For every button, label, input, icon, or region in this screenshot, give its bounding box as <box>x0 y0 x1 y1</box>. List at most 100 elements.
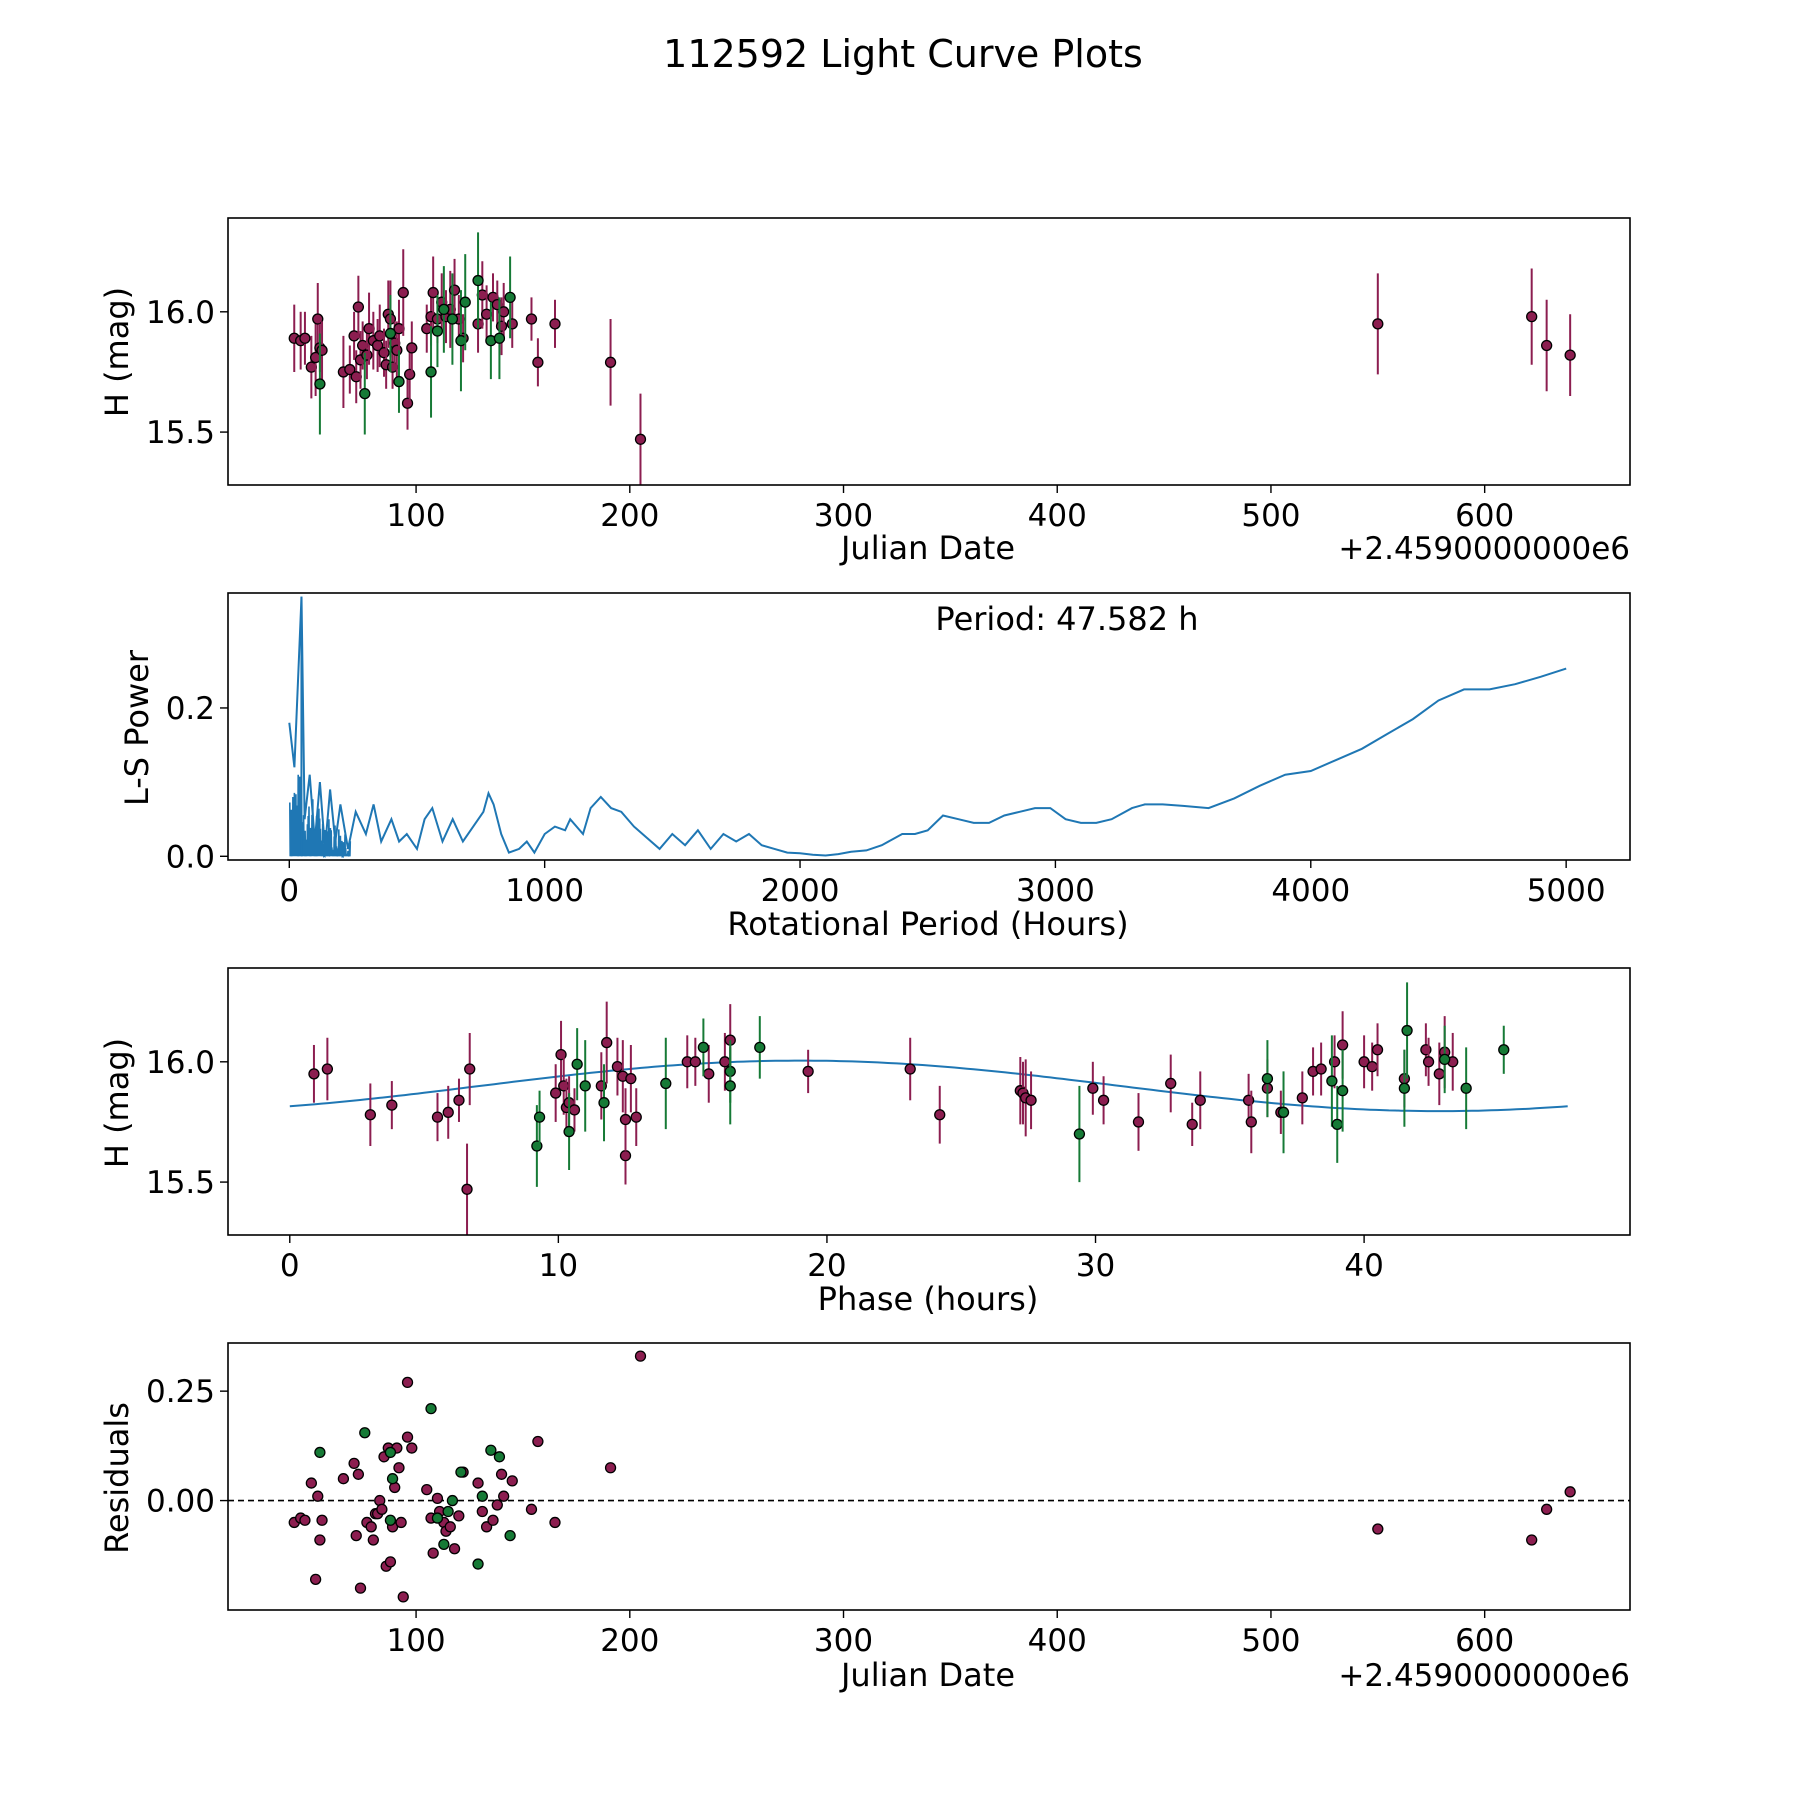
data-point <box>401 1431 414 1443</box>
data-point <box>459 296 471 308</box>
lightcurve-xlabel: Julian Date <box>839 529 1015 567</box>
residuals-panel: 100 200 300 400 500 600 0.00 0.25 Julian Date R… <box>98 1342 1631 1694</box>
x-tick-label: 20 <box>807 1248 846 1284</box>
data-point <box>361 349 373 361</box>
periodogram-dense-line <box>289 774 352 859</box>
data-point <box>1315 1063 1327 1075</box>
data-point <box>446 313 459 325</box>
data-point <box>438 1538 450 1550</box>
data-point <box>406 342 418 354</box>
data-point <box>491 1499 503 1511</box>
data-point <box>472 274 484 287</box>
data-point <box>461 1183 473 1195</box>
data-point <box>448 284 461 296</box>
x-tick-label: 400 <box>1028 498 1087 534</box>
data-point <box>376 1503 388 1515</box>
periodogram-marks <box>288 596 1567 859</box>
data-point <box>431 1111 444 1123</box>
data-point <box>421 1483 433 1496</box>
data-point <box>1526 310 1538 323</box>
data-point <box>1073 1128 1086 1140</box>
data-point <box>1526 1534 1538 1546</box>
data-point <box>904 1063 916 1075</box>
data-point <box>703 1068 715 1080</box>
data-point <box>1540 1503 1553 1515</box>
periodogram-xlabel: Rotational Period (Hours) <box>727 905 1128 943</box>
data-point <box>619 1149 632 1162</box>
data-point <box>453 1094 465 1106</box>
data-point <box>1439 1053 1451 1066</box>
data-point <box>384 1514 397 1526</box>
data-point <box>549 1516 561 1529</box>
x-tick-label: 5000 <box>1527 873 1606 909</box>
data-point <box>395 1516 407 1529</box>
data-point <box>498 1490 510 1502</box>
data-point <box>350 1529 362 1542</box>
data-point <box>487 1514 499 1526</box>
data-point <box>634 1350 647 1362</box>
x-tick-label: 0 <box>280 1248 300 1284</box>
data-point <box>619 1113 632 1126</box>
data-point <box>314 1534 326 1546</box>
data-point <box>1401 1024 1413 1037</box>
data-point <box>359 387 371 400</box>
data-point <box>1245 1116 1257 1128</box>
data-point <box>1194 1094 1206 1106</box>
phased-marks <box>289 982 1568 1235</box>
data-point <box>802 1065 814 1078</box>
phased-ylabel: H (mag) <box>98 1038 136 1168</box>
data-point <box>550 1087 562 1099</box>
data-point <box>1097 1094 1110 1106</box>
data-point <box>404 368 416 381</box>
phased-panel: 0 10 20 30 40 15.5 16.0 Phase (hours) H (mag) <box>98 967 1631 1318</box>
data-point <box>464 1063 476 1075</box>
y-tick-label: 0.2 <box>166 691 215 727</box>
data-point <box>1336 1039 1349 1051</box>
data-point <box>384 327 397 340</box>
data-point <box>598 1097 610 1109</box>
data-point <box>1372 1523 1384 1535</box>
lightcurve-panel: 100 200 300 400 500 600 15.5 16.0 Julian Date H… <box>98 217 1631 567</box>
data-point <box>1371 1044 1384 1056</box>
data-point <box>393 375 405 388</box>
data-point <box>431 1492 444 1505</box>
data-point <box>525 1503 538 1515</box>
data-point <box>495 1468 508 1480</box>
x-tick-label: 4000 <box>1271 873 1350 909</box>
x-tick-label: 100 <box>386 1623 445 1659</box>
data-point <box>689 1056 701 1068</box>
data-point <box>506 1475 518 1487</box>
data-point <box>1336 1085 1349 1097</box>
data-point <box>352 301 365 313</box>
x-tick-label: 200 <box>600 1623 659 1659</box>
x-tick-label: 3000 <box>1016 873 1095 909</box>
x-tick-label: 10 <box>539 1248 578 1284</box>
lightcurve-ylabel: H (mag) <box>98 287 136 417</box>
data-point <box>384 1556 397 1568</box>
data-point <box>314 378 326 390</box>
data-point <box>634 433 647 445</box>
data-point <box>321 1063 334 1075</box>
lightcurve-offset-label: +2.4590000000e6 <box>1338 531 1630 567</box>
data-point <box>1087 1082 1099 1094</box>
data-point <box>934 1109 946 1121</box>
data-point <box>604 356 617 368</box>
x-tick-label: 2000 <box>761 873 840 909</box>
data-point <box>495 320 508 332</box>
data-point <box>1025 1094 1037 1106</box>
data-point <box>312 313 324 325</box>
phased-xlabel: Phase (hours) <box>818 1280 1039 1318</box>
data-point <box>401 1376 414 1389</box>
data-point <box>406 1442 418 1454</box>
data-point <box>393 1462 405 1474</box>
lightcurve-frame <box>227 217 1631 486</box>
y-tick-label: 0.25 <box>146 1374 215 1410</box>
data-point <box>316 1514 328 1526</box>
data-point <box>719 1056 731 1068</box>
data-point <box>352 1468 365 1480</box>
data-point <box>493 1451 506 1463</box>
data-point <box>425 366 437 378</box>
data-point <box>337 1473 350 1485</box>
x-tick-label: 400 <box>1028 1623 1087 1659</box>
